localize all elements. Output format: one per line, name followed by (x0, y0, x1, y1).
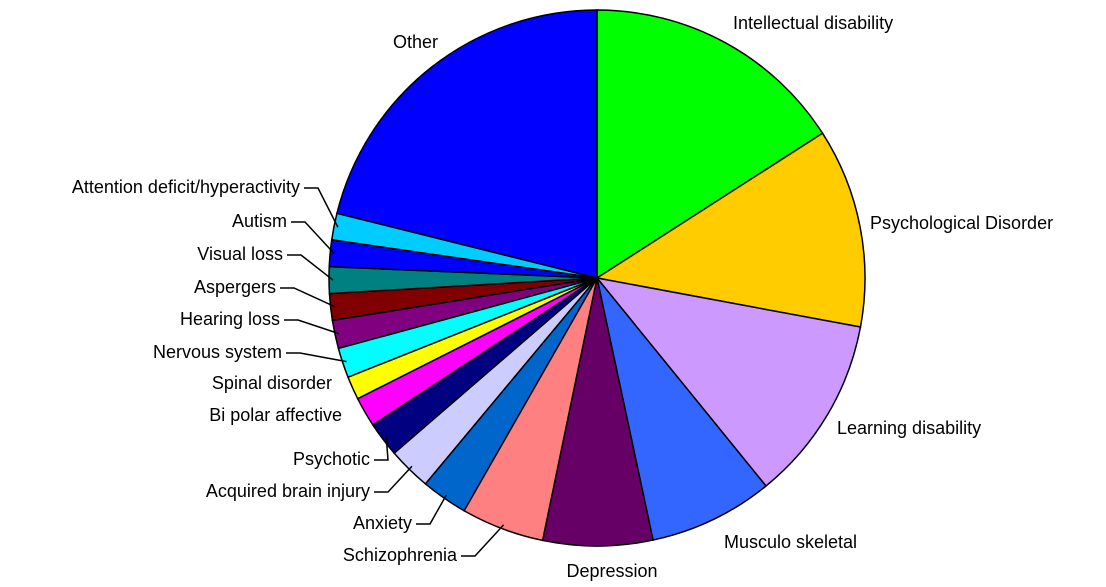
slice-label: Acquired brain injury (206, 481, 370, 501)
slice-label: Aspergers (194, 277, 276, 297)
leader-line (374, 436, 389, 461)
slice-label: Bi polar affective (209, 405, 342, 425)
slice-label: Attention deficit/hyperactivity (72, 177, 300, 197)
leader-line (304, 187, 339, 228)
slice-label: Autism (232, 211, 287, 231)
slice-label: Spinal disorder (212, 373, 332, 393)
slice-label: Musculo skeletal (724, 532, 857, 552)
slice-label: Other (393, 32, 438, 52)
leader-line (416, 494, 448, 525)
slice-label: Psychotic (293, 449, 370, 469)
slice-label: Psychological Disorder (870, 213, 1053, 233)
slice-label: Anxiety (353, 513, 412, 533)
slice-label: Hearing loss (180, 309, 280, 329)
pie-slice (541, 277, 654, 547)
leader-line (461, 524, 505, 557)
leader-line (280, 287, 335, 308)
pie-slice (596, 9, 824, 280)
pie-slice (595, 276, 862, 488)
leader-line (284, 319, 340, 335)
slice-label: Learning disability (837, 418, 981, 438)
slice-label: Schizophrenia (343, 545, 458, 565)
slice-label: Depression (566, 561, 657, 581)
leader-line (291, 221, 335, 255)
pie-slice (595, 132, 866, 328)
leader-line (286, 352, 347, 363)
leader-line (287, 254, 334, 281)
pie-slice (336, 9, 598, 279)
slice-label: Nervous system (153, 342, 282, 362)
slice-label: Visual loss (197, 244, 283, 264)
slice-label: Intellectual disability (733, 13, 893, 33)
leader-line (374, 465, 413, 493)
